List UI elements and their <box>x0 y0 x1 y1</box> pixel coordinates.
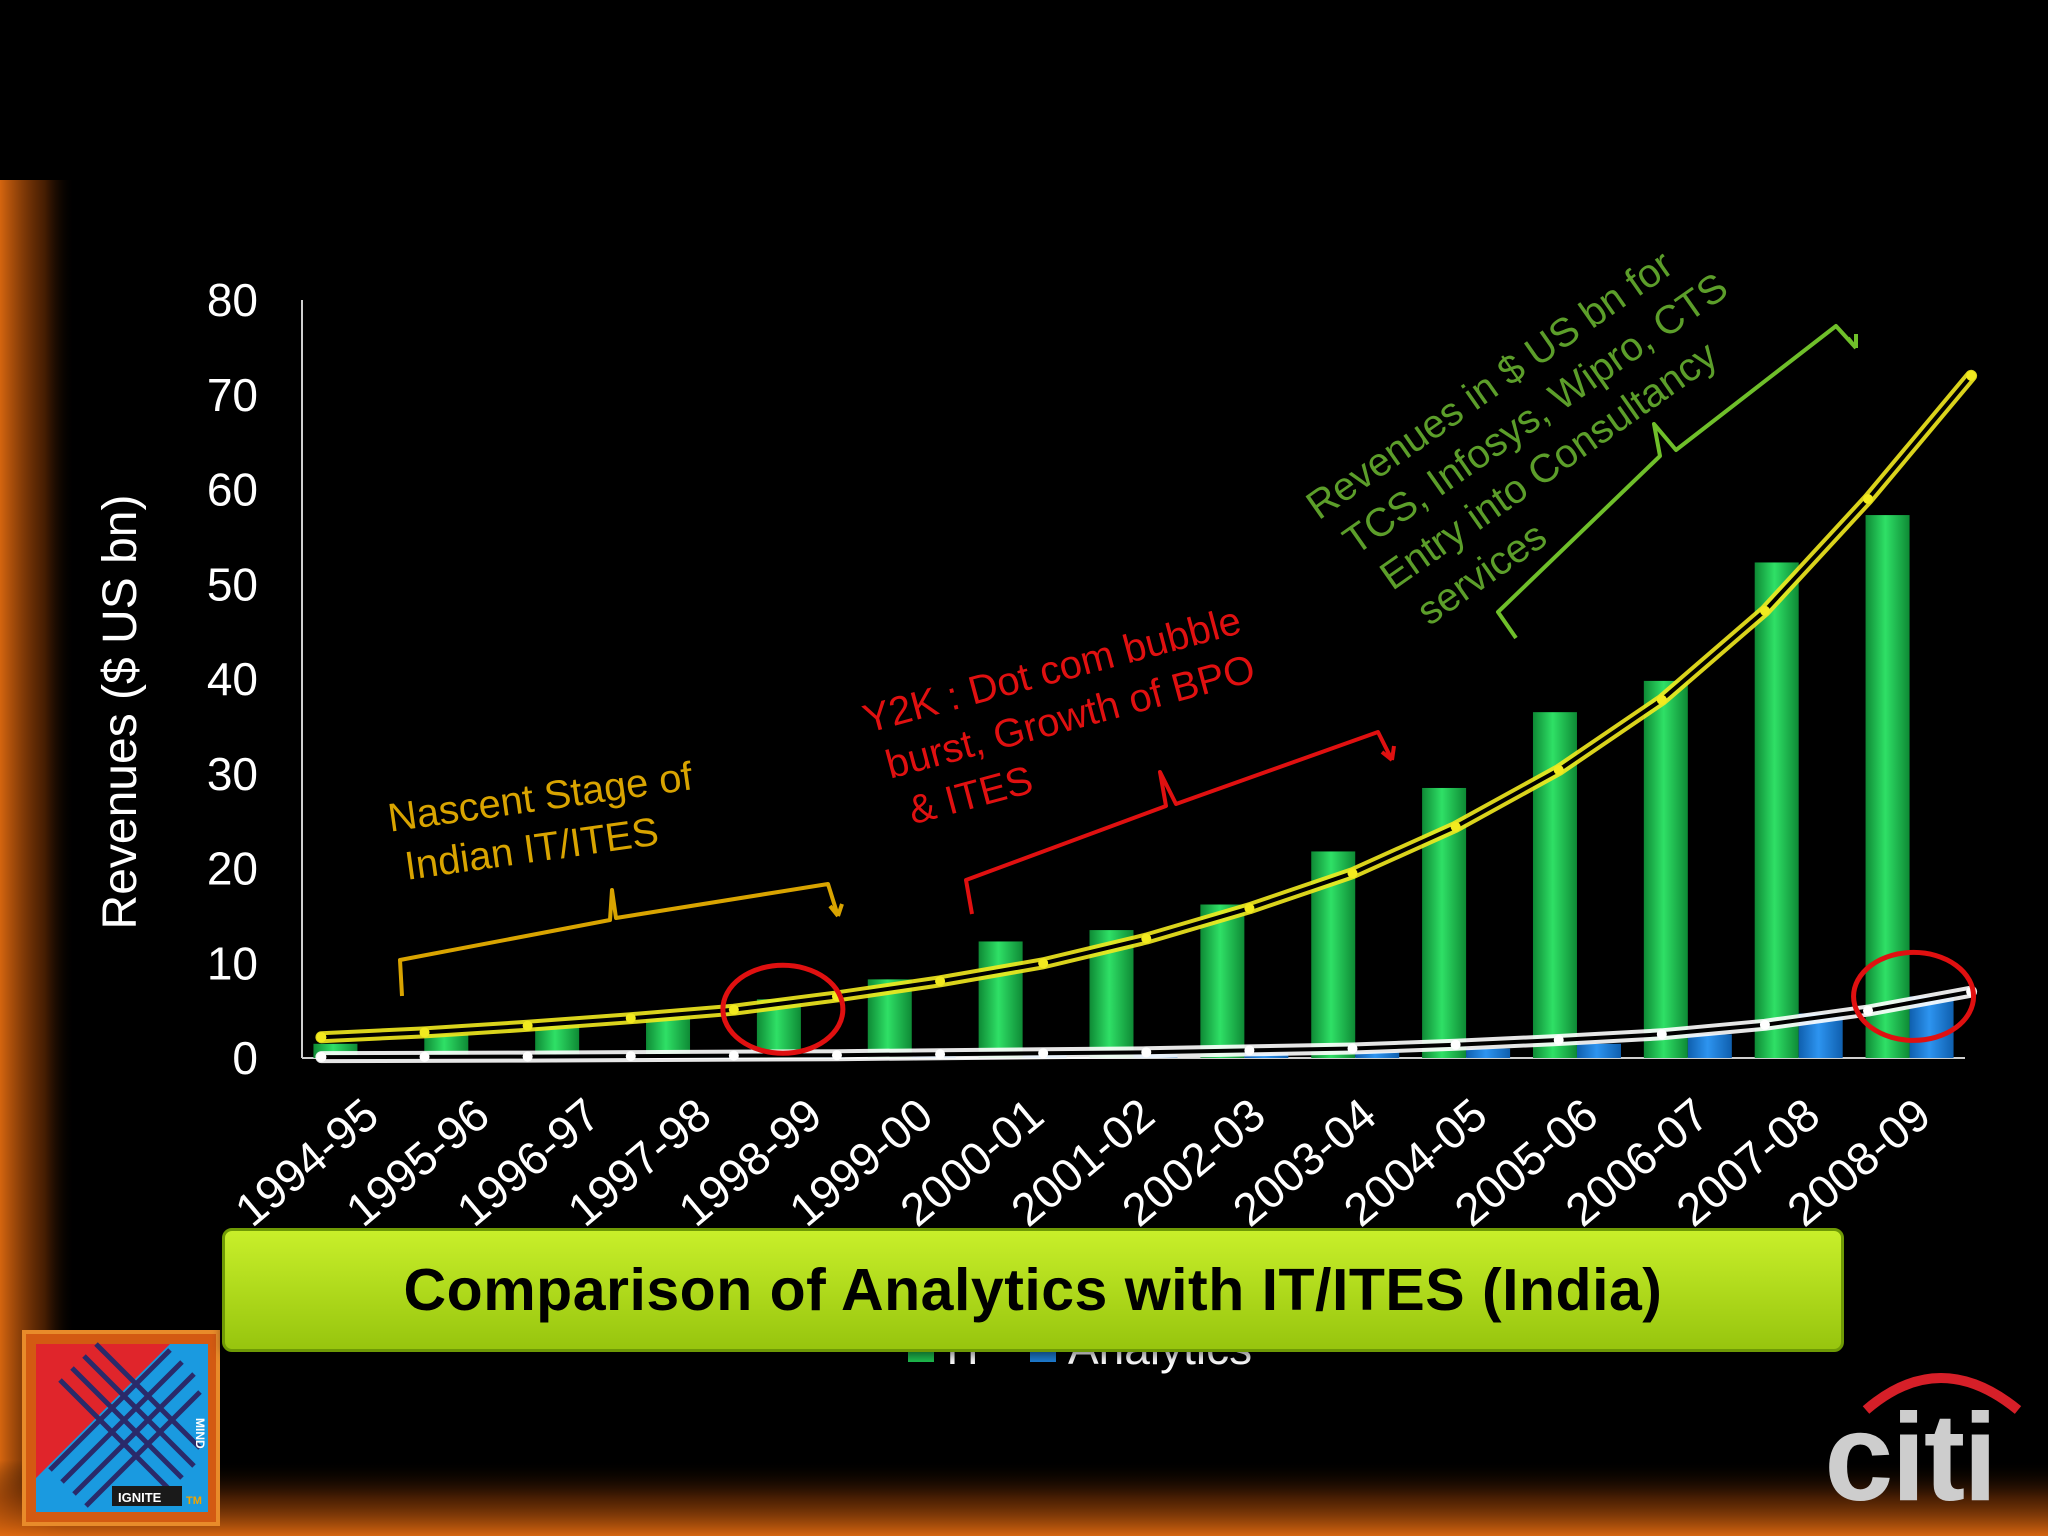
ignite-mind-logo: IGNITE MIND TM <box>22 1330 220 1526</box>
highlight-circles <box>720 949 1977 1056</box>
bar-it <box>1754 562 1799 1058</box>
y-tick-label: 60 <box>207 464 258 516</box>
trendline-point <box>1656 694 1667 705</box>
analytics-trendline <box>315 985 1978 1064</box>
trendline-point <box>1347 1043 1358 1054</box>
trendline-point <box>1656 1029 1667 1040</box>
trendline-point <box>1347 868 1358 879</box>
trendline-point <box>1863 1005 1874 1016</box>
bar-it <box>1200 904 1245 1058</box>
bar-it <box>978 941 1023 1058</box>
trendline-point <box>1244 903 1255 914</box>
y-tick-label: 0 <box>232 1032 258 1084</box>
logo-text-tm: TM <box>186 1495 202 1507</box>
trendline-point <box>1141 933 1152 944</box>
annotation-nascent-brace <box>398 882 844 997</box>
trendline-point <box>1759 605 1770 616</box>
it-trendline <box>315 369 1978 1044</box>
logo-text-ignite: IGNITE <box>118 1490 162 1505</box>
trendline-point <box>1863 493 1874 504</box>
y-tick-label: 70 <box>207 369 258 421</box>
citi-wordmark: citi <box>1824 1389 1995 1527</box>
y-tick-label: 10 <box>207 937 258 989</box>
annotation-revenues: Revenues in $ US bn for TCS, Infosys, Wi… <box>1299 242 1736 634</box>
bar-analytics <box>1355 1052 1400 1058</box>
trendline-point <box>1966 370 1977 381</box>
trendline-point <box>728 1050 739 1061</box>
bar-analytics <box>1466 1048 1511 1058</box>
bottom-glow <box>0 1460 2048 1536</box>
bar-analytics <box>1576 1043 1621 1058</box>
y-tick-label: 20 <box>207 843 258 895</box>
y-axis-title: Revenues ($ US bn) <box>94 495 147 930</box>
trendline-point <box>1244 1045 1255 1056</box>
highlight-circle <box>1851 949 1977 1043</box>
trendline-point <box>316 1052 327 1063</box>
trendline-point <box>1450 1039 1461 1050</box>
trendline-point <box>1141 1047 1152 1058</box>
annotation-nascent: Nascent Stage of Indian IT/ITES <box>385 754 696 889</box>
bar-it <box>1865 515 1910 1058</box>
trendline-point <box>1450 821 1461 832</box>
trendline-point <box>419 1027 430 1038</box>
y-tick-label: 50 <box>207 558 258 610</box>
highlight-circle <box>720 962 846 1056</box>
trendline-point <box>935 1049 946 1060</box>
annotation-revenues-line2: TCS, Infosys, Wipro, CTS <box>1335 265 1735 564</box>
trendline-point <box>1553 1034 1564 1045</box>
trendline-point <box>728 1004 739 1015</box>
it-bars <box>313 515 1910 1058</box>
trendline-point <box>522 1020 533 1031</box>
annotation-y2k-brace <box>964 730 1396 915</box>
y-tick-labels: 0 10 20 30 40 50 60 70 80 <box>207 274 258 1084</box>
trendline-point <box>522 1051 533 1062</box>
annotation-y2k: Y2K : Dot com bubble burst, Growth of BP… <box>858 599 1259 834</box>
trendline-point <box>625 1013 636 1024</box>
citi-logo: citi <box>1824 1373 2022 1527</box>
trendline-point <box>419 1051 430 1062</box>
logo-text-mind: MIND <box>193 1418 207 1449</box>
annotation-revenues-brace <box>1496 324 1858 640</box>
citi-arc-icon <box>1862 1373 2022 1414</box>
y-tick-label: 30 <box>207 748 258 800</box>
trendline-point <box>1038 1048 1049 1059</box>
caption-banner: Comparison of Analytics with IT/ITES (In… <box>222 1228 1844 1352</box>
left-glow <box>0 180 75 1536</box>
trendline-point <box>935 976 946 987</box>
trendline-point <box>316 1032 327 1043</box>
caption-text: Comparison of Analytics with IT/ITES (In… <box>403 1257 1663 1323</box>
trendline-point <box>1038 958 1049 969</box>
bar-it <box>1643 680 1688 1058</box>
chart-area: 0 10 20 30 40 50 60 70 80 Revenues ($ US bn) 199… <box>94 274 1978 1236</box>
y-tick-label: 40 <box>207 653 258 705</box>
y-tick-label: 80 <box>207 274 258 326</box>
trendline-point <box>625 1051 636 1062</box>
trendline-point <box>1759 1019 1770 1030</box>
trendline-point <box>1553 764 1564 775</box>
bar-analytics <box>1687 1034 1732 1058</box>
trendline-point <box>831 1050 842 1061</box>
x-tick-labels: 1994-951995-961996-971997-981998-991999-… <box>225 1088 1940 1236</box>
